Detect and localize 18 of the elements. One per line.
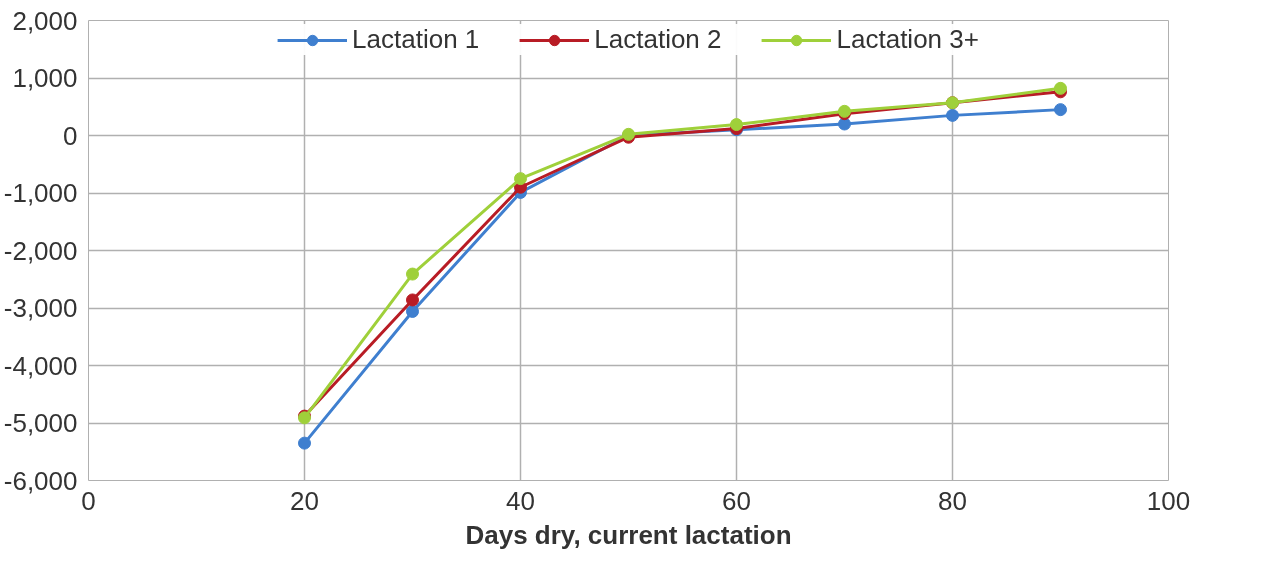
y-tick-label: -3,000 xyxy=(3,293,78,323)
x-tick-label: 40 xyxy=(506,485,535,516)
x-tick-label: 20 xyxy=(290,485,319,516)
y-tick-label: 1,000 xyxy=(12,63,78,93)
x-axis-title: Days dry, current lactation xyxy=(465,519,792,550)
x-tick-label: 80 xyxy=(938,485,967,516)
legend-label: Lactation 3+ xyxy=(836,24,979,55)
y-tick-label: 2,000 xyxy=(12,5,78,36)
x-tick-label: 60 xyxy=(722,485,751,516)
legend-label: Lactation 2 xyxy=(594,24,722,55)
y-tick-label: 0 xyxy=(63,120,78,151)
x-tick-label: 100 xyxy=(1146,485,1191,516)
y-tick-label: -6,000 xyxy=(3,465,78,496)
y-tick-label: -1,000 xyxy=(3,178,78,208)
legend-label: Lactation 1 xyxy=(352,24,480,55)
y-tick-label: -2,000 xyxy=(3,235,78,266)
y-tick-label: -5,000 xyxy=(3,408,78,438)
y-tick-label: -4,000 xyxy=(3,350,78,381)
